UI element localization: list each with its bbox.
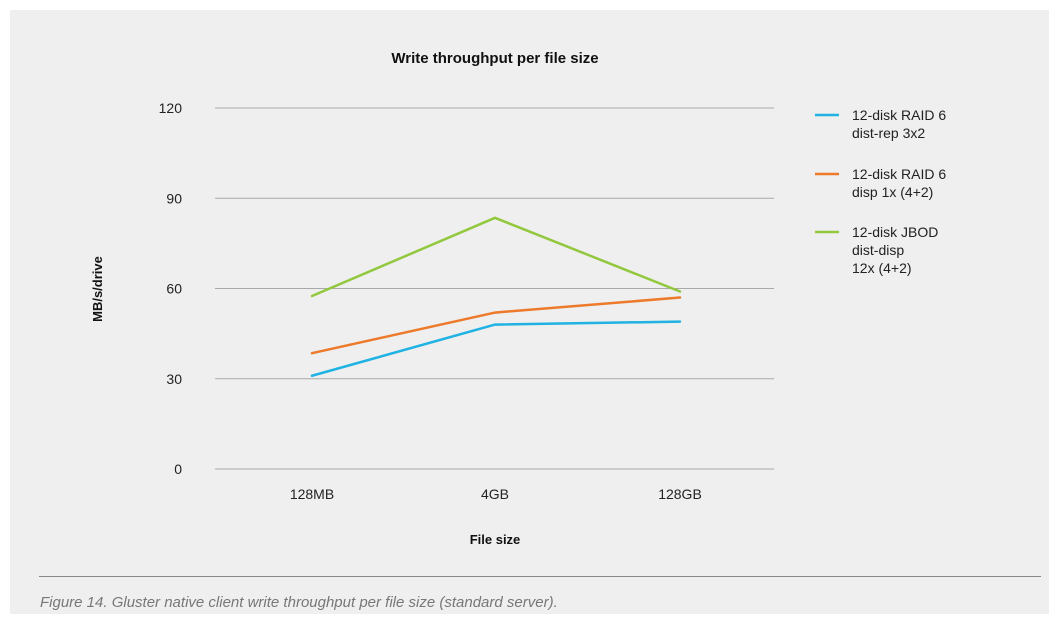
- series-lines: [310, 216, 682, 377]
- legend-label-3: 12-disk JBOD dist-disp 12x (4+2): [852, 224, 938, 276]
- legend-label-2: 12-disk RAID 6 disp 1x (4+2): [852, 166, 946, 200]
- y-axis-ticks: 0 30 60 90 120: [159, 100, 183, 477]
- series-line-3: [310, 216, 682, 298]
- series-line-1: [310, 320, 682, 377]
- figure-caption: Figure 14. Gluster native client write t…: [40, 594, 558, 611]
- y-tick-label: 90: [166, 190, 182, 206]
- y-tick-label: 120: [159, 100, 183, 116]
- x-axis-label: File size: [470, 532, 521, 547]
- x-tick-label: 128GB: [658, 486, 702, 502]
- x-axis-ticks: 128MB 4GB 128GB: [290, 486, 702, 502]
- figure-panel: Write throughput per file size 0 30 60 90 12…: [10, 10, 1049, 614]
- y-axis-label: MB/s/drive: [90, 256, 105, 322]
- y-tick-label: 60: [166, 281, 182, 297]
- x-tick-label: 4GB: [481, 486, 509, 502]
- x-tick-label: 128MB: [290, 486, 334, 502]
- y-tick-label: 30: [166, 371, 182, 387]
- series-line-2: [310, 296, 682, 355]
- chart-title: Write throughput per file size: [391, 50, 598, 67]
- gridlines: [215, 107, 774, 470]
- line-chart: Write throughput per file size 0 30 60 90 12…: [90, 50, 946, 547]
- legend-label-1: 12-disk RAID 6 dist-rep 3x2: [852, 107, 946, 141]
- legend: 12-disk RAID 6 dist-rep 3x2 12-disk RAID 6…: [815, 107, 946, 276]
- caption-divider: [39, 576, 1041, 577]
- y-tick-label: 0: [174, 461, 182, 477]
